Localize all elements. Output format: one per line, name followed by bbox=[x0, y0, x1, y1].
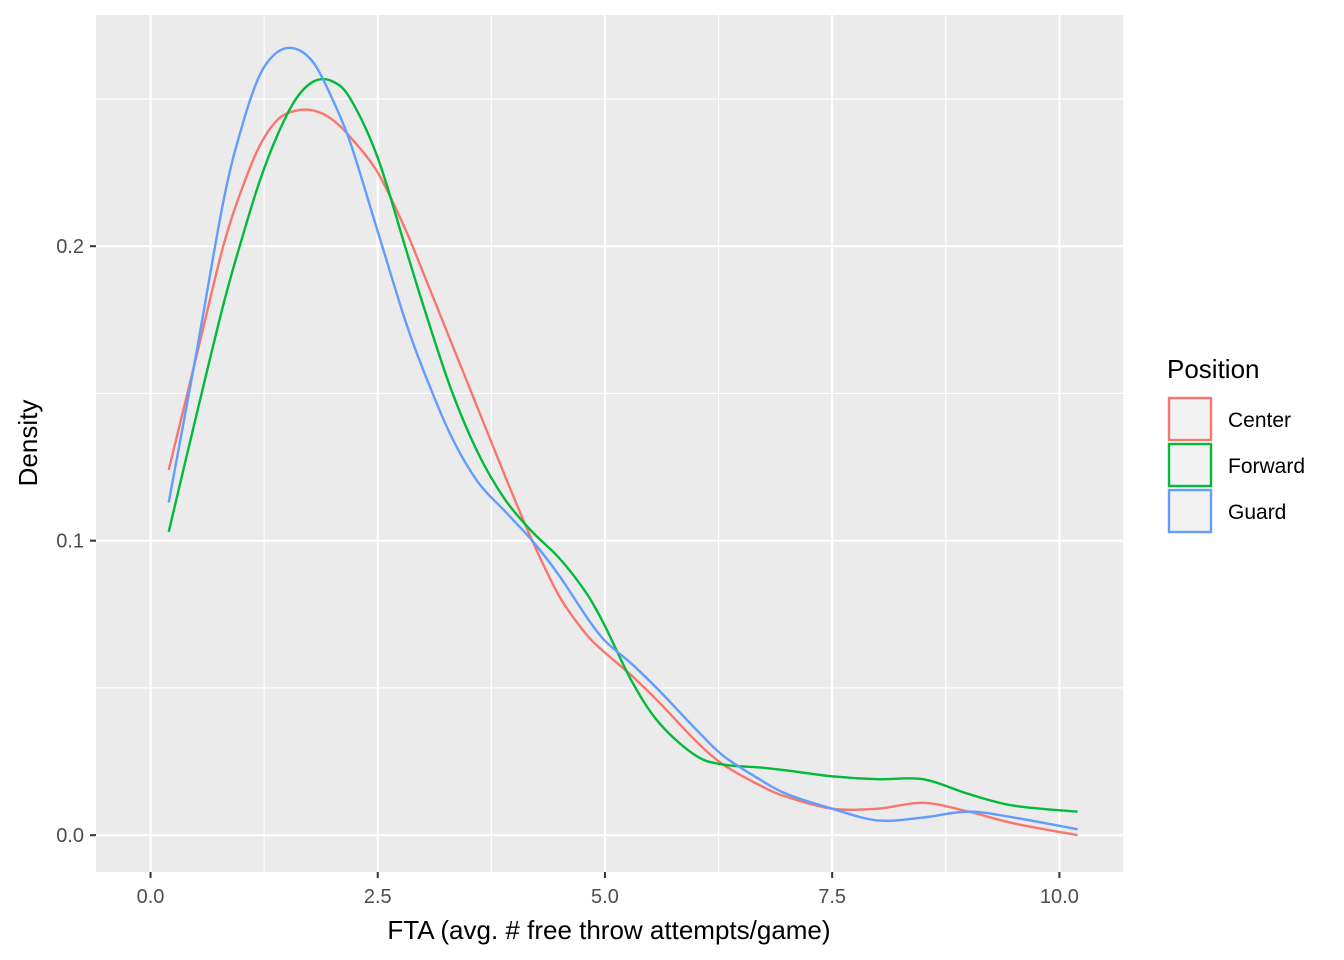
legend-label-center: Center bbox=[1228, 409, 1291, 432]
y-axis: 0.0 0.1 0.2 bbox=[56, 236, 96, 847]
x-tick-label: 5.0 bbox=[591, 886, 619, 908]
x-tick-label: 0.0 bbox=[137, 886, 165, 908]
x-axis: 0.0 2.5 5.0 7.5 10.0 bbox=[137, 872, 1079, 908]
density-line-guard bbox=[167, 46, 1078, 831]
major-gridlines bbox=[96, 15, 1123, 872]
x-axis-title: FTA (avg. # free throw attempts/game) bbox=[387, 915, 830, 945]
y-tick-label: 0.1 bbox=[56, 531, 84, 553]
y-tick-label: 0.0 bbox=[56, 825, 84, 847]
legend-label-guard: Guard bbox=[1228, 501, 1286, 524]
minor-gridlines bbox=[96, 15, 1123, 872]
density-line-forward bbox=[167, 77, 1078, 813]
density-curves bbox=[167, 46, 1078, 837]
y-axis-title: Density bbox=[13, 400, 43, 487]
x-tick-label: 7.5 bbox=[818, 886, 846, 908]
legend: Position Center Forward Guard bbox=[1167, 354, 1305, 534]
legend-key-guard bbox=[1167, 488, 1213, 534]
x-tick-label: 2.5 bbox=[364, 886, 392, 908]
legend-key-forward bbox=[1167, 442, 1213, 488]
legend-title: Position bbox=[1167, 354, 1260, 384]
plot-panel bbox=[96, 15, 1123, 872]
x-tick-label: 10.0 bbox=[1040, 886, 1079, 908]
legend-label-forward: Forward bbox=[1228, 455, 1305, 478]
legend-key-center bbox=[1167, 396, 1213, 442]
y-tick-label: 0.2 bbox=[56, 236, 84, 258]
